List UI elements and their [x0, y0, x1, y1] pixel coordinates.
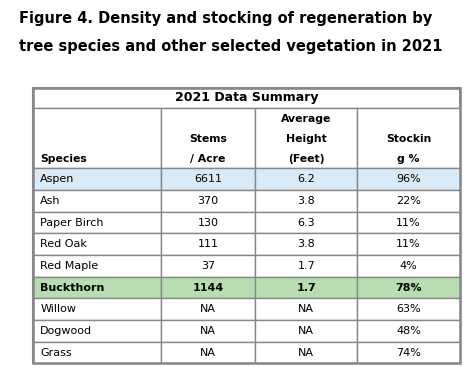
Text: 6.3: 6.3 [297, 218, 315, 228]
Text: Paper Birch: Paper Birch [40, 218, 104, 228]
Bar [357, 108, 460, 168]
Bar [33, 168, 161, 190]
Bar [255, 342, 357, 363]
Text: 6.2: 6.2 [297, 174, 315, 184]
Text: NA: NA [298, 304, 314, 314]
Text: Red Maple: Red Maple [40, 261, 99, 271]
Text: NA: NA [200, 304, 216, 314]
Text: NA: NA [298, 326, 314, 336]
Bar [161, 212, 255, 233]
Text: Average: Average [281, 114, 331, 124]
Text: 3.8: 3.8 [297, 239, 315, 249]
Text: Height: Height [286, 134, 327, 144]
Bar [255, 108, 357, 168]
Text: Grass: Grass [40, 348, 72, 357]
Text: Ash: Ash [40, 196, 61, 206]
Text: 2021 Data Summary: 2021 Data Summary [175, 91, 318, 105]
Bar [161, 255, 255, 277]
Bar [357, 320, 460, 342]
Text: 1144: 1144 [192, 283, 224, 292]
Bar [33, 298, 161, 320]
Text: 4%: 4% [400, 261, 418, 271]
Text: Stockin: Stockin [386, 134, 431, 144]
Bar [161, 190, 255, 212]
Bar [33, 277, 161, 298]
Bar [33, 320, 161, 342]
Text: Red Oak: Red Oak [40, 239, 87, 249]
Text: Dogwood: Dogwood [40, 326, 92, 336]
Bar [161, 320, 255, 342]
Text: 74%: 74% [396, 348, 421, 357]
Bar [255, 168, 357, 190]
Bar [161, 342, 255, 363]
Bar [161, 168, 255, 190]
Bar [33, 108, 161, 168]
Text: NA: NA [298, 348, 314, 357]
Bar [161, 108, 255, 168]
Text: Figure 4. Density and stocking of regeneration by: Figure 4. Density and stocking of regene… [19, 11, 432, 26]
Bar [357, 168, 460, 190]
Bar [161, 277, 255, 298]
Text: Willow: Willow [40, 304, 76, 314]
Bar [161, 298, 255, 320]
Bar [33, 233, 161, 255]
Text: 63%: 63% [396, 304, 421, 314]
Text: 48%: 48% [396, 326, 421, 336]
Text: / Acre: / Acre [191, 155, 226, 164]
Text: 78%: 78% [395, 283, 422, 292]
Text: 1.7: 1.7 [296, 283, 316, 292]
Bar [357, 190, 460, 212]
Text: 11%: 11% [396, 218, 421, 228]
Text: 370: 370 [198, 196, 219, 206]
Bar [33, 342, 161, 363]
Text: Species: Species [40, 155, 87, 164]
Bar [255, 298, 357, 320]
Text: Buckthorn: Buckthorn [40, 283, 105, 292]
Text: Aspen: Aspen [40, 174, 75, 184]
Bar [357, 233, 460, 255]
Bar [357, 255, 460, 277]
Text: NA: NA [200, 326, 216, 336]
Bar [33, 88, 460, 363]
Bar [33, 190, 161, 212]
Text: 111: 111 [198, 239, 219, 249]
Bar [357, 277, 460, 298]
Bar [255, 255, 357, 277]
Bar [255, 233, 357, 255]
Bar [255, 320, 357, 342]
Text: 130: 130 [198, 218, 219, 228]
Text: g %: g % [397, 155, 420, 164]
Bar [33, 212, 161, 233]
Text: 22%: 22% [396, 196, 421, 206]
Bar [357, 342, 460, 363]
Bar [357, 298, 460, 320]
Text: (Feet): (Feet) [288, 155, 325, 164]
Text: 1.7: 1.7 [297, 261, 315, 271]
Bar [255, 212, 357, 233]
Bar [33, 255, 161, 277]
Bar [357, 212, 460, 233]
Text: NA: NA [200, 348, 216, 357]
Bar [33, 88, 460, 108]
Bar [255, 277, 357, 298]
Text: tree species and other selected vegetation in 2021: tree species and other selected vegetati… [19, 39, 442, 54]
Text: 6611: 6611 [194, 174, 222, 184]
Bar [33, 88, 460, 363]
Text: 96%: 96% [396, 174, 421, 184]
Text: Stems: Stems [189, 134, 227, 144]
Text: 37: 37 [201, 261, 215, 271]
Bar [161, 233, 255, 255]
Text: 11%: 11% [396, 239, 421, 249]
Bar [255, 190, 357, 212]
Text: 3.8: 3.8 [297, 196, 315, 206]
